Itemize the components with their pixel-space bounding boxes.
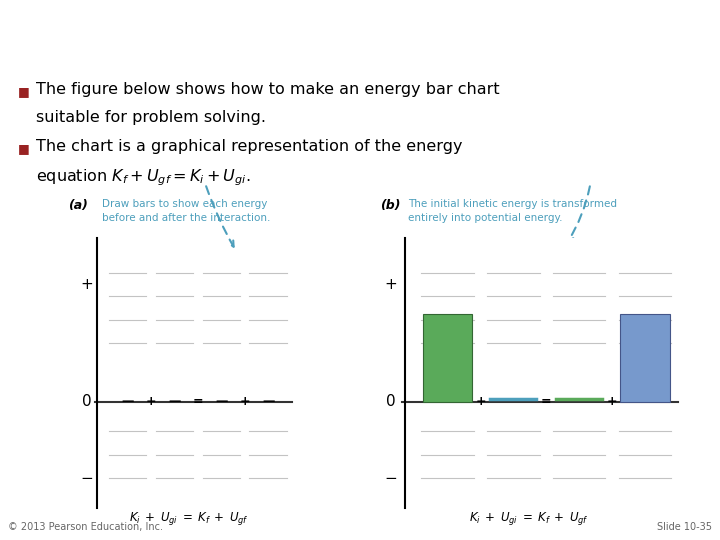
Text: =: = xyxy=(192,395,203,408)
Text: $K_i\;+\;U_{gi}\;=\;K_f\;+\;U_{gf}$: $K_i\;+\;U_{gi}\;=\;K_f\;+\;U_{gf}$ xyxy=(469,510,589,527)
Text: (b): (b) xyxy=(380,199,400,212)
Text: The initial kinetic energy is transformed
entirely into potential energy.: The initial kinetic energy is transforme… xyxy=(408,199,617,223)
Text: —: — xyxy=(168,395,181,408)
Text: The figure below shows how to make an energy bar chart: The figure below shows how to make an en… xyxy=(36,82,500,97)
Text: 0: 0 xyxy=(386,394,395,409)
Text: −: − xyxy=(384,471,397,486)
Text: The chart is a graphical representation of the energy: The chart is a graphical representation … xyxy=(36,139,462,154)
Text: =: = xyxy=(541,395,552,408)
Text: Draw bars to show each energy
before and after the interaction.: Draw bars to show each energy before and… xyxy=(102,199,271,223)
Bar xyxy=(620,314,670,402)
Text: −: − xyxy=(80,471,93,486)
Text: +: + xyxy=(607,395,617,408)
Text: suitable for problem solving.: suitable for problem solving. xyxy=(36,110,266,125)
Text: —: — xyxy=(262,395,274,408)
Text: +: + xyxy=(384,277,397,292)
Text: (a): (a) xyxy=(68,199,88,212)
Text: $K_i\;+\;U_{gi}\;=\;K_f\;+\;U_{gf}$: $K_i\;+\;U_{gi}\;=\;K_f\;+\;U_{gf}$ xyxy=(130,510,249,527)
Text: Energy Bar Charts: Energy Bar Charts xyxy=(12,13,268,37)
Text: ■: ■ xyxy=(18,142,30,155)
Text: Slide 10-35: Slide 10-35 xyxy=(657,522,712,532)
Text: +: + xyxy=(145,395,156,408)
Text: +: + xyxy=(475,395,486,408)
Text: © 2013 Pearson Education, Inc.: © 2013 Pearson Education, Inc. xyxy=(8,522,163,532)
Text: 0: 0 xyxy=(82,394,91,409)
Text: ■: ■ xyxy=(18,85,30,98)
Text: equation $K_f + U_{gf} = K_i + U_{gi}$.: equation $K_f + U_{gf} = K_i + U_{gi}$. xyxy=(36,167,251,187)
Text: —: — xyxy=(215,395,228,408)
Text: +: + xyxy=(80,277,93,292)
Bar xyxy=(423,314,472,402)
Text: —: — xyxy=(121,395,134,408)
Text: +: + xyxy=(240,395,250,408)
